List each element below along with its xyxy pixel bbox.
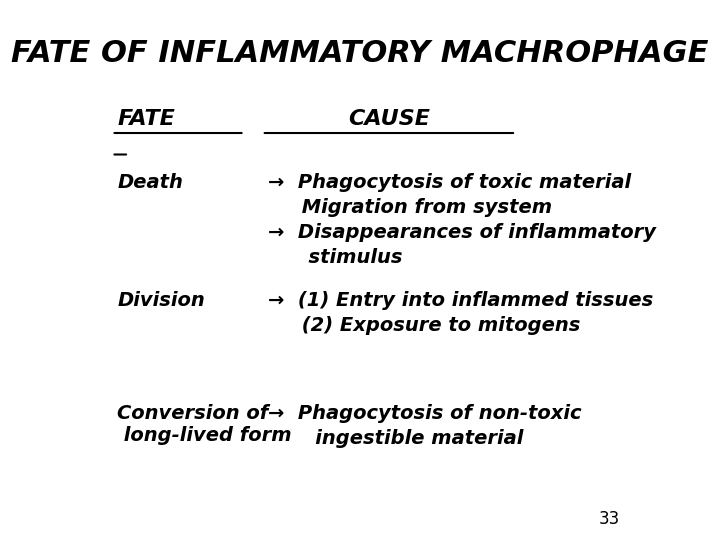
Text: Conversion of
 long-lived form: Conversion of long-lived form [117,404,292,445]
Text: →  Phagocytosis of non-toxic
       ingestible material: → Phagocytosis of non-toxic ingestible m… [268,404,581,448]
Text: FATE OF INFLAMMATORY MACHROPHAGE: FATE OF INFLAMMATORY MACHROPHAGE [12,39,708,68]
Text: →  (1) Entry into inflammed tissues
     (2) Exposure to mitogens: → (1) Entry into inflammed tissues (2) E… [268,292,653,335]
Text: 33: 33 [599,510,620,528]
Text: Death: Death [117,173,183,192]
Text: →  Phagocytosis of toxic material
     Migration from system
→  Disappearances o: → Phagocytosis of toxic material Migrati… [268,173,656,267]
Text: FATE: FATE [117,109,175,129]
Text: Division: Division [117,292,205,310]
Text: CAUSE: CAUSE [348,109,430,129]
